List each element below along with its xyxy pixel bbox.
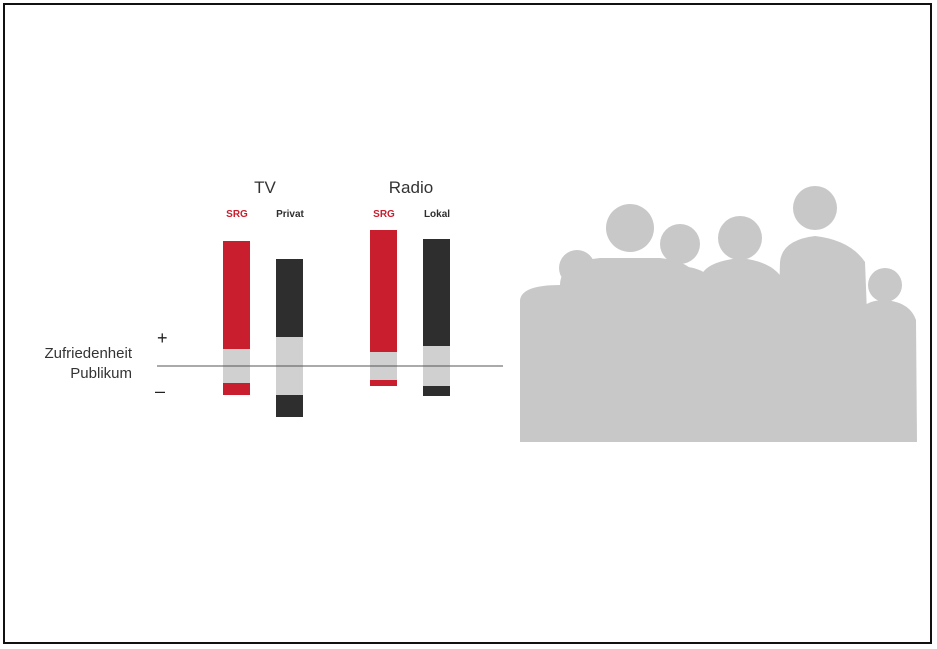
- bar-radio-lokal-neg-weak: [423, 366, 450, 386]
- bar-tv-privat-neg-strong: [276, 395, 303, 417]
- bar-tv-srg-neg-strong: [223, 383, 250, 395]
- col-label-tv-privat: Privat: [276, 209, 304, 220]
- bar-radio-srg-pos-weak: [370, 352, 397, 366]
- negative-sign: –: [155, 381, 166, 401]
- col-label-radio-lokal: Lokal: [423, 209, 451, 220]
- axis-label-line-2: Publikum: [70, 365, 132, 382]
- bar-tv-srg-pos-strong: [223, 241, 250, 349]
- bar-tv-privat-pos-weak: [276, 337, 303, 366]
- bar-radio-srg-pos-strong: [370, 230, 397, 352]
- group-title-radio: Radio: [388, 178, 434, 197]
- bar-radio-lokal-pos-weak: [423, 346, 450, 366]
- bar-tv-privat-pos-strong: [276, 259, 303, 337]
- family-silhouette-icon: [520, 186, 917, 442]
- axis-label: Zufriedenheit Publikum: [10, 344, 132, 384]
- col-label-radio-srg: SRG: [373, 209, 395, 220]
- group-title-tv: TV: [254, 178, 276, 197]
- bar-radio-srg-neg-strong: [370, 380, 397, 386]
- axis-label-line-1: Zufriedenheit: [44, 345, 132, 362]
- bar-radio-srg-neg-weak: [370, 366, 397, 380]
- bar-tv-srg-neg-weak: [223, 366, 250, 383]
- bars-layer: [223, 230, 450, 417]
- col-label-tv-srg: SRG: [226, 209, 248, 220]
- bar-radio-lokal-pos-strong: [423, 239, 450, 346]
- bar-tv-srg-pos-weak: [223, 349, 250, 366]
- positive-sign: +: [157, 328, 168, 348]
- bar-tv-privat-neg-weak: [276, 366, 303, 395]
- bar-radio-lokal-neg-strong: [423, 386, 450, 396]
